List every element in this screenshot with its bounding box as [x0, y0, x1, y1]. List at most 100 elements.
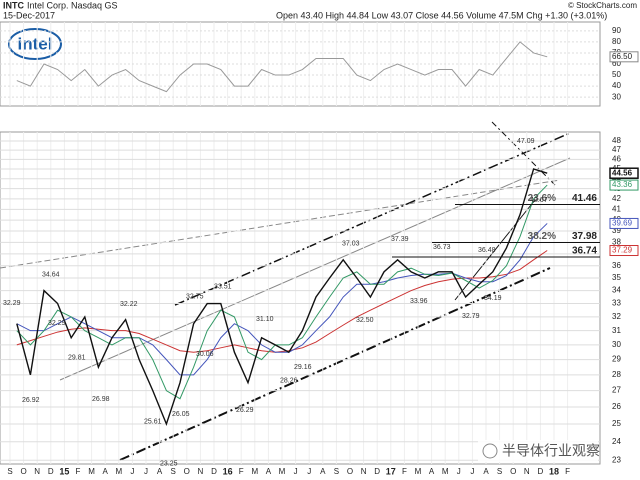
- symbol: INTC: [3, 0, 24, 10]
- x-tick-label: M: [442, 467, 449, 476]
- x-tick-label: 17: [386, 466, 396, 476]
- x-tick-label: F: [239, 467, 244, 476]
- x-tick-label: O: [510, 467, 516, 476]
- y-tick-label: 29: [612, 355, 621, 364]
- series-line: [16, 250, 548, 353]
- x-tick-label: M: [415, 467, 422, 476]
- y-tick-label: 50: [612, 70, 621, 79]
- price-annotation: 32.75: [186, 294, 204, 301]
- x-tick-label: M: [251, 467, 258, 476]
- x-tick-label: M: [115, 467, 122, 476]
- price-annotation: 26.98: [92, 396, 110, 403]
- x-tick-label: J: [470, 467, 474, 476]
- x-tick-label: M: [88, 467, 95, 476]
- x-tick-label: A: [320, 467, 326, 476]
- fib-value: 37.98: [572, 231, 597, 242]
- price-annotation: 37.39: [391, 236, 409, 243]
- y-tick-label: 39: [612, 226, 621, 235]
- y-tick-label: 31: [612, 326, 621, 335]
- price-annotation: 29.16: [294, 364, 312, 371]
- price-annotation: 33.96: [410, 298, 428, 305]
- price-annotation: 32.79: [462, 313, 480, 320]
- price-annotation: 29.81: [68, 355, 86, 362]
- y-tick-label: 23: [612, 455, 621, 464]
- watermark-bg: [478, 440, 598, 462]
- price-annotation: 47.09: [517, 138, 535, 145]
- x-tick-label: D: [374, 467, 380, 476]
- rsi-panel: [0, 21, 601, 107]
- watermark: 半导体行业观察: [502, 443, 600, 459]
- y-tick-label: 26: [612, 402, 621, 411]
- last-value-box: [609, 245, 639, 257]
- x-tick-label: D: [538, 467, 544, 476]
- x-tick-label: 15: [59, 466, 69, 476]
- last-value-label: 43.36: [612, 180, 633, 189]
- last-value-box: [609, 217, 639, 229]
- last-value-label: 44.56: [612, 168, 633, 177]
- y-tick-label: 28: [612, 370, 621, 379]
- x-tick-label: J: [457, 467, 461, 476]
- y-tick-label: 48: [612, 136, 621, 145]
- series-line: [16, 41, 548, 93]
- x-tick-label: M: [279, 467, 286, 476]
- price-annotation: 32.50: [356, 317, 374, 324]
- x-tick-label: F: [402, 467, 407, 476]
- x-tick-label: J: [294, 467, 298, 476]
- price-annotation: 37.03: [342, 240, 360, 247]
- price-annotation: 42.67: [530, 197, 548, 204]
- y-tick-label: 36: [612, 261, 621, 270]
- price-annotation: 26.05: [172, 411, 190, 418]
- y-tick-label: 35: [612, 273, 621, 282]
- y-tick-label: 90: [612, 26, 621, 35]
- last-value-label: 39.69: [612, 219, 633, 228]
- x-tick-label: A: [157, 467, 163, 476]
- y-tick-label: 30: [612, 340, 621, 349]
- down-line: [491, 121, 556, 186]
- fib-value: 41.46: [572, 193, 597, 204]
- up-line: [454, 199, 536, 301]
- price-annotation: 33.51: [214, 284, 232, 291]
- last-value-box: [609, 51, 639, 63]
- price-annotation: 31.10: [256, 316, 274, 323]
- y-tick-label: 60: [612, 59, 621, 68]
- y-tick-label: 34: [612, 286, 621, 295]
- x-tick-label: 16: [223, 466, 233, 476]
- fib-pct: 23.6%: [528, 193, 556, 204]
- x-tick-label: S: [334, 467, 339, 476]
- x-tick-label: A: [266, 467, 272, 476]
- fib-pct: 38.2%: [528, 231, 556, 242]
- mid-channel: [59, 157, 571, 381]
- y-tick-label: 25: [612, 419, 621, 428]
- y-tick-label: 41: [612, 204, 621, 213]
- x-tick-label: S: [171, 467, 176, 476]
- x-tick-label: J: [144, 467, 148, 476]
- x-tick-label: N: [524, 467, 530, 476]
- x-tick-label: F: [76, 467, 81, 476]
- last-value-box: [609, 167, 639, 179]
- x-tick-label: D: [48, 467, 54, 476]
- price-panel: [0, 131, 601, 465]
- y-tick-label: 46: [612, 155, 621, 164]
- x-tick-label: D: [211, 467, 217, 476]
- price-annotation: 32.29: [48, 320, 66, 327]
- price-annotation: 34.64: [42, 271, 60, 278]
- x-tick-label: A: [483, 467, 489, 476]
- price-annotation: 26.29: [236, 407, 254, 414]
- price-annotation: 23.25: [160, 460, 178, 467]
- fan-line: [0, 179, 561, 269]
- x-tick-label: S: [497, 467, 502, 476]
- y-tick-label: 47: [612, 145, 621, 154]
- company-name: Intel Corp. Nasdaq GS: [27, 0, 118, 10]
- series-line: [16, 223, 548, 376]
- x-tick-label: N: [361, 467, 367, 476]
- x-tick-label: F: [565, 467, 570, 476]
- y-tick-label: 30: [612, 92, 621, 101]
- y-tick-label: 24: [612, 437, 621, 446]
- lower-channel: [119, 267, 551, 461]
- price-annotation: 32.29: [3, 300, 21, 307]
- series-line: [16, 184, 548, 400]
- price-annotation: 28.26: [280, 378, 298, 385]
- last-value-label: 66.50: [612, 52, 633, 61]
- price-annotation: 36.73: [433, 244, 451, 251]
